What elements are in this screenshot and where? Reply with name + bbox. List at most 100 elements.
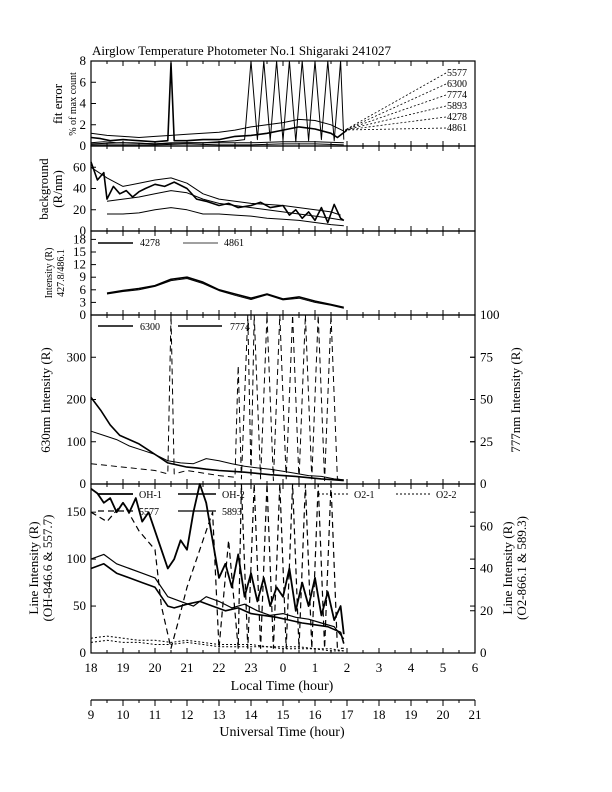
ut-tick-label: 15 (277, 707, 290, 722)
y-tick-label: 9 (80, 269, 87, 284)
ut-tick-label: 20 (437, 707, 450, 722)
y2-tick-label: 100 (480, 307, 500, 322)
panel-line-marks (90, 483, 476, 654)
y-tick-label: 50 (73, 598, 86, 613)
ut-tick-label: 12 (181, 707, 194, 722)
local-time-tick-label: 5 (440, 660, 447, 675)
legend-label-7774: 7774 (447, 90, 467, 101)
background-ylabel: background (36, 158, 51, 220)
fit-error-ylabel: fit error (50, 83, 65, 124)
y2-tick-label: 0 (480, 476, 487, 491)
panel-fit-marks (90, 60, 476, 147)
local-time-tick-label: 4 (408, 660, 415, 675)
legend-label-4278: 4278 (140, 238, 160, 249)
panel-red-marks (90, 314, 476, 485)
legend-label-5577: 5577 (139, 507, 159, 518)
y-tick-label: 3 (80, 294, 87, 309)
ut-tick-label: 14 (245, 707, 259, 722)
legend-leader-4861 (344, 127, 447, 131)
series-line-bg-3 (106, 190, 344, 221)
local-time-tick-label: 19 (117, 660, 130, 675)
series-line-fit-1 (90, 60, 345, 145)
series-line-red-0 (90, 396, 344, 482)
legend-label-o21: O2-1 (354, 490, 375, 501)
y2-tick-label: 0 (480, 645, 487, 660)
y2-tick-label: 40 (480, 561, 493, 576)
local-time-xlabel: Local Time (hour) (231, 679, 334, 694)
y-tick-label: 2 (80, 117, 87, 132)
red-ylabel-right: 777nm Intensity (R) (508, 347, 523, 452)
series-line-fit-0 (90, 62, 348, 143)
series-line-line-3 (90, 483, 344, 649)
series-line-bg-1 (90, 166, 341, 216)
fit-error-ylabel-unit: % of max count (68, 72, 79, 136)
y-tick-label: 20 (73, 202, 86, 217)
series-line-fit-2 (90, 118, 345, 138)
local-time-tick-label: 2 (344, 660, 351, 675)
red-intensity-panel: 630nm Intensity (R) 777nm Intensity (R) (38, 347, 523, 452)
y2-tick-label: 60 (480, 518, 493, 533)
line-ylabel-right-unit: (O2-866.1 & 589.3) (514, 516, 529, 620)
ut-tick-label: 9 (88, 707, 95, 722)
ut-tick-label: 21 (469, 707, 482, 722)
y-tick-label: 200 (67, 392, 87, 407)
series-line-red-2 (90, 314, 344, 482)
y-tick-label: 8 (80, 53, 87, 68)
fit-error-panel: fit error % of max count (50, 72, 79, 136)
red-ylabel: 630nm Intensity (R) (38, 347, 53, 452)
local-time-tick-label: 6 (472, 660, 479, 675)
chart-marks: 0246802040600369121518010020030002550751… (67, 53, 500, 722)
series-line-blue-1 (106, 278, 344, 309)
line-ylabel-right: Line Intensity (R) (500, 521, 515, 614)
y-tick-label: 60 (73, 159, 86, 174)
legend-label-5893: 5893 (222, 507, 242, 518)
series-line-line-1 (90, 553, 345, 640)
legend-label-4861: 4861 (224, 238, 244, 249)
series-line-fit-3 (90, 141, 344, 145)
series-line-bg-0 (90, 161, 345, 224)
y-tick-label: 0 (80, 476, 87, 491)
series-line-blue-0 (106, 276, 344, 309)
y2-tick-label: 25 (480, 434, 493, 449)
local-time-tick-label: 0 (280, 660, 287, 675)
legend-leader-5577 (344, 72, 447, 131)
series-line-fit-4 (91, 143, 344, 146)
line-ylabel-unit: (OH-846.6 & 557.7) (40, 515, 55, 622)
ut-tick-label: 11 (149, 707, 162, 722)
y-tick-label: 0 (80, 223, 87, 238)
background-ylabel-unit: (R/nm) (50, 170, 65, 208)
line-ylabel: Line Intensity (R) (26, 521, 41, 614)
y-tick-label: 0 (80, 307, 87, 322)
local-time-tick-label: 3 (376, 660, 383, 675)
y2-tick-label: 75 (480, 349, 493, 364)
series-line-bg-2 (107, 207, 344, 227)
legend-leader-4278 (344, 116, 447, 131)
series-line-line-5 (90, 635, 344, 652)
y-tick-label: 300 (67, 349, 87, 364)
legend-label-4278: 4278 (447, 112, 467, 123)
ut-tick-label: 18 (373, 707, 386, 722)
series-line-red-1 (90, 430, 344, 481)
local-time-tick-label: 23 (245, 660, 258, 675)
legend-label-oh2: OH-2 (222, 490, 245, 501)
legend-label-5577: 5577 (447, 68, 467, 79)
y-tick-label: 15 (73, 244, 86, 259)
ut-tick-label: 13 (213, 707, 226, 722)
legend-leader-6300 (344, 83, 447, 131)
y-tick-label: 12 (73, 257, 86, 272)
panel-fit-frame (90, 60, 476, 147)
y-tick-label: 18 (73, 231, 86, 246)
blue-ylabel: Intensity (R) (44, 248, 55, 299)
y-tick-label: 6 (80, 74, 87, 89)
local-time-tick-label: 21 (181, 660, 194, 675)
legend-label-4861: 4861 (447, 123, 467, 134)
y-tick-label: 4 (80, 96, 87, 111)
local-time-tick-label: 20 (149, 660, 162, 675)
local-time-tick-label: 22 (213, 660, 226, 675)
blue-ylabel-unit: 427.8/486.1 (56, 249, 67, 297)
y-tick-label: 150 (67, 504, 87, 519)
legend-label-o22: O2-2 (436, 490, 457, 501)
series-line-line-0 (90, 483, 345, 635)
legend-label-6300: 6300 (140, 322, 160, 333)
